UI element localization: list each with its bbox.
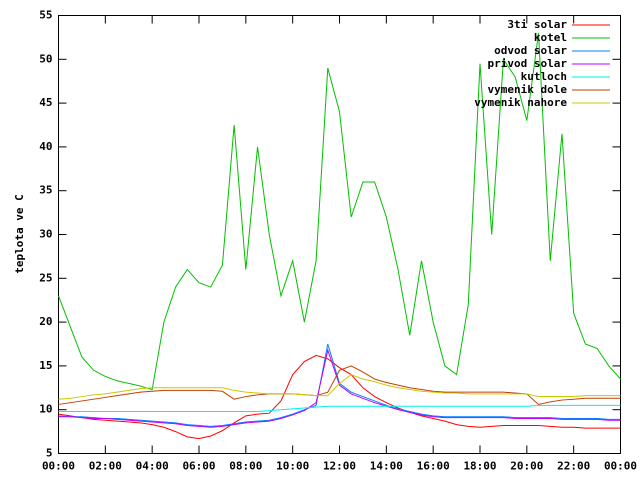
series-line [58,404,621,412]
x-tick-label: 00:00 [604,460,637,473]
legend-label: privod solar [488,57,568,70]
legend-label: vymenik nahore [474,96,567,109]
y-tick-label: 20 [39,315,52,328]
y-axis-label: teplota ve C [13,194,26,273]
y-tick-label: 10 [39,403,52,416]
x-tick-label: 16:00 [417,460,450,473]
x-tick-label: 04:00 [136,460,169,473]
y-tick-label: 25 [39,271,52,284]
x-tick-label: 18:00 [463,460,496,473]
x-tick-label: 20:00 [510,460,543,473]
legend-label: kutloch [521,70,567,83]
series-line [58,348,621,428]
legend-label: kotel [534,31,567,44]
legend-label: 3ti solar [507,18,567,31]
y-tick-label: 15 [39,359,52,372]
y-tick-label: 5 [46,447,53,460]
y-tick-label: 35 [39,184,52,197]
x-tick-label: 14:00 [370,460,403,473]
x-tick-label: 10:00 [276,460,309,473]
x-tick-label: 08:00 [229,460,262,473]
y-tick-label: 50 [39,52,52,65]
series-line [58,32,621,391]
series-line [58,354,621,440]
y-tick-label: 30 [39,228,52,241]
x-tick-label: 00:00 [42,460,75,473]
y-tick-label: 55 [39,9,52,22]
x-tick-label: 22:00 [557,460,590,473]
legend-label: odvod solar [494,44,567,57]
y-tick-label: 45 [39,96,52,109]
legend-label: vymenik dole [488,83,568,96]
series-line [58,374,621,400]
x-tick-label: 12:00 [323,460,356,473]
x-tick-label: 02:00 [89,460,122,473]
x-tick-label: 06:00 [182,460,215,473]
y-tick-label: 40 [39,140,52,153]
